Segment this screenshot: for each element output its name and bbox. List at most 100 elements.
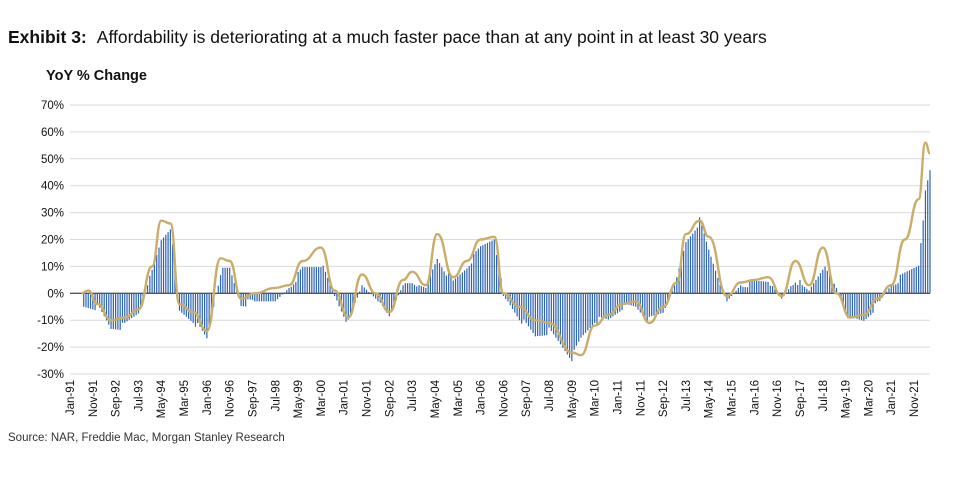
bar <box>480 246 482 294</box>
bar <box>420 286 422 294</box>
bar <box>181 293 183 313</box>
bar <box>349 293 352 314</box>
bar <box>242 293 244 307</box>
bar <box>594 293 596 323</box>
bar <box>600 293 603 318</box>
bar <box>856 293 858 319</box>
bar <box>505 293 507 300</box>
bar <box>623 293 625 304</box>
bar <box>407 283 409 294</box>
bar <box>197 293 199 324</box>
x-tick-label: Jul-08 <box>544 380 556 411</box>
bar <box>185 293 187 317</box>
bar <box>199 293 201 327</box>
x-tick-label: Nov-06 <box>498 380 510 417</box>
bar <box>222 267 224 294</box>
bar <box>908 270 911 294</box>
x-tick-label: Sep-97 <box>248 380 260 417</box>
bar <box>178 293 181 311</box>
bar <box>767 281 769 294</box>
bar <box>103 293 105 317</box>
bar <box>580 293 582 338</box>
bar <box>468 265 470 294</box>
x-tick-label: Jan-01 <box>339 380 351 415</box>
bar <box>279 293 281 297</box>
bar <box>803 287 806 294</box>
x-tick-label: May-99 <box>293 380 305 418</box>
bar <box>876 293 879 302</box>
bar <box>749 280 751 294</box>
bar <box>555 293 557 338</box>
bar <box>646 293 648 322</box>
bar <box>922 220 924 294</box>
bar <box>110 293 112 329</box>
bar <box>331 290 333 294</box>
bar <box>128 293 130 320</box>
bar <box>276 293 279 300</box>
x-tick-label: Mar-05 <box>453 380 465 416</box>
x-tick-label: Jan-21 <box>886 380 898 415</box>
bar <box>457 276 459 294</box>
bar <box>582 293 584 336</box>
bar <box>819 273 822 294</box>
bar <box>477 248 479 294</box>
bar <box>130 293 133 319</box>
bar <box>119 293 121 330</box>
bar <box>96 293 98 304</box>
bar <box>760 281 762 294</box>
bar <box>605 293 607 319</box>
bar <box>438 263 441 294</box>
bar <box>270 293 272 302</box>
bar <box>121 293 124 323</box>
bar <box>99 293 101 308</box>
x-tick-label: Mar-10 <box>590 380 602 416</box>
bar <box>630 293 632 306</box>
bar <box>824 266 826 294</box>
bar <box>304 267 306 294</box>
bar <box>564 293 566 352</box>
bar <box>714 270 717 294</box>
x-tick-label: Jan-16 <box>749 380 761 415</box>
x-tick-label: Jan-11 <box>613 380 625 414</box>
bar <box>124 293 126 323</box>
bar <box>744 287 746 294</box>
bar <box>771 286 774 294</box>
y-axis-title: YoY % Change <box>46 68 147 84</box>
bar <box>534 293 536 337</box>
bar <box>459 274 461 294</box>
bar <box>482 245 484 294</box>
bar <box>680 259 682 294</box>
x-tick-label: Sep-92 <box>111 380 123 417</box>
bar <box>327 277 329 294</box>
x-tick-label: Sep-12 <box>658 380 670 417</box>
x-tick-label: Jul-18 <box>818 380 830 411</box>
bar <box>359 291 361 294</box>
bar <box>794 282 797 294</box>
bar <box>523 293 525 320</box>
y-tick-label: -20% <box>37 342 64 354</box>
bar <box>797 285 799 294</box>
bar <box>589 293 591 328</box>
bar <box>648 293 651 317</box>
bar <box>929 170 931 294</box>
bar <box>911 269 913 294</box>
bar <box>133 293 135 317</box>
y-tick-label: 70% <box>41 100 64 112</box>
bar <box>616 293 619 314</box>
bar <box>286 290 288 294</box>
bar <box>302 267 304 294</box>
y-tick-label: 20% <box>41 235 64 247</box>
bar <box>742 286 744 294</box>
bar <box>598 293 600 317</box>
bar <box>261 293 263 302</box>
bar <box>470 263 473 294</box>
bar <box>295 281 297 294</box>
bar <box>902 273 904 294</box>
bar <box>172 244 174 294</box>
bar <box>432 269 434 294</box>
bar <box>251 293 254 300</box>
bar <box>434 264 436 294</box>
bar <box>443 271 445 294</box>
bar <box>473 253 475 294</box>
bar <box>644 293 646 319</box>
